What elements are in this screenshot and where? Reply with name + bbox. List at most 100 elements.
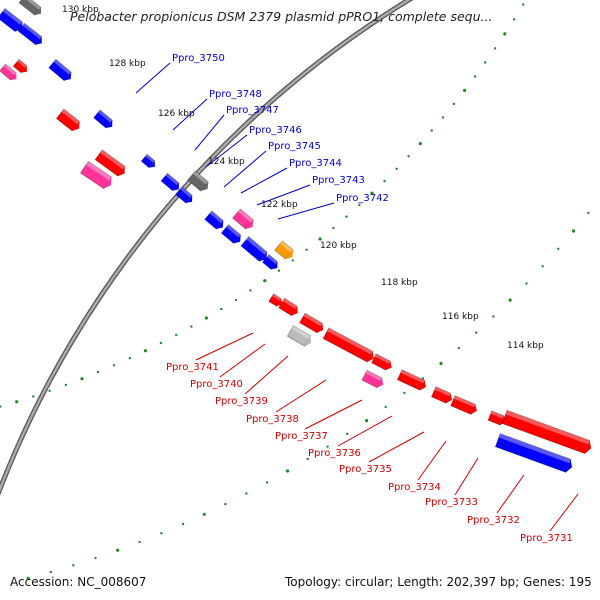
gene-block-forward [0,63,17,81]
gene-block-forward [232,208,254,230]
ruler-tick-label: 124 kbp [208,157,245,167]
gene-block-forward [140,153,156,169]
ruler-dot [383,179,386,183]
gene-label-leader [277,202,335,220]
gene-label-leader [135,62,171,94]
ruler-dot [384,405,387,409]
gene-label-reverse: Ppro_3734 [388,482,441,493]
accession-text: Accession: NC_008607 [10,575,147,589]
ruler-dot [116,548,120,552]
ruler-dot [365,419,369,423]
ruler-dot [160,532,163,535]
ruler-dot [457,347,460,350]
ruler-dot [493,47,497,50]
gene-label-forward: Ppro_3748 [209,89,262,100]
gene-label-leader [304,399,363,430]
ruler-dot [475,331,478,334]
ruler-dot [332,226,335,230]
gene-label-leader [275,379,327,413]
gene-block-reverse [361,369,384,389]
ruler-tick-label: 126 kbp [158,109,195,119]
gene-label-forward: Ppro_3750 [172,53,225,64]
gene-label-leader [223,150,267,188]
gene-label-reverse: Ppro_3740 [190,379,243,390]
gene-block-forward [48,58,72,82]
ruler-dot [48,389,51,392]
ruler-dot [143,349,147,353]
gene-block-reverse [371,353,392,371]
gene-labels: Ppro_3750 Ppro_3748 Ppro_3747 Ppro_3746 Ppro… [166,53,573,544]
ruler-dot [263,279,267,283]
gene-label-leader [549,493,579,532]
ruler-dot [492,315,495,318]
ruler-dot [224,502,227,506]
ruler-dot [421,377,425,380]
gene-block-reverse [278,297,298,317]
gene-label-leader [496,474,525,514]
ruler-dot [503,32,507,36]
ruler-dot [418,142,422,146]
gene-block-reverse [94,149,126,177]
ruler-dot [26,576,30,581]
ruler-dot [159,341,163,345]
ruler-dot [525,282,528,285]
gene-label-leader [244,355,289,395]
ruler-tick-label: 122 kbp [261,200,298,210]
ruler-tick-label: 128 kbp [109,59,146,69]
gene-block-forward [240,236,268,262]
gene-label-reverse: Ppro_3732 [467,515,520,526]
ruler-tick-label: 118 kbp [381,278,418,288]
ruler-dot [285,469,290,473]
gene-label-reverse: Ppro_3736 [308,448,361,459]
gene-block-forward [12,58,28,74]
ruler-dot [473,75,477,78]
gene-label-reverse: Ppro_3738 [246,414,299,425]
backbone-inner [0,0,412,493]
gene-label-leader [417,440,447,481]
ruler-dot [220,307,223,311]
gene-block-reverse [450,395,477,415]
ruler-tick-label: 114 kbp [507,341,544,351]
gene-block-forward [0,7,23,33]
ruler-dot [441,116,445,119]
ruler-dot [306,457,309,461]
gene-block-reverse [55,108,81,132]
ruler-dot [439,361,443,366]
ruler-dot [265,481,269,484]
gene-block-forward [204,210,224,230]
ruler-dot [407,155,410,158]
ruler-dot [64,383,68,387]
gene-label-reverse: Ppro_3735 [339,464,392,475]
gene-block-forward [175,186,193,204]
ruler-dot [277,269,281,272]
gene-block-forward [93,109,113,129]
gene-label-forward: Ppro_3742 [336,193,389,204]
ruler-dot [345,215,348,218]
ruler-dot [358,203,361,207]
ruler-tick-labels: 130 kbp 128 kbp 126 kbp 124 kbp 122 kbp 120 k… [62,5,544,351]
ruler-dot [96,370,100,374]
ruler-dot [291,259,294,262]
ruler-dot [49,570,52,574]
ruler-dot [403,391,406,395]
gene-block-forward [187,170,209,192]
gene-label-leader [454,457,479,496]
gene-label-forward: Ppro_3747 [226,105,279,116]
gene-block-forward [160,172,180,192]
gene-block-forward [274,240,294,260]
gene-label-reverse: Ppro_3731 [520,533,573,544]
ruler-dot [0,405,2,408]
ruler-dot [32,395,35,398]
ruler-dot [318,237,322,241]
gene-label-forward: Ppro_3743 [312,175,365,186]
gene-label-reverse: Ppro_3739 [215,396,268,407]
gene-block-reverse [286,325,312,347]
ruler-dot [175,333,178,337]
gene-label-leader [256,184,311,206]
ruler-dot [395,167,398,170]
ruler-dot [430,129,433,132]
ruler-dot [346,432,349,435]
ruler-dot [138,540,141,544]
ruler-tick-label: 120 kbp [320,241,357,251]
